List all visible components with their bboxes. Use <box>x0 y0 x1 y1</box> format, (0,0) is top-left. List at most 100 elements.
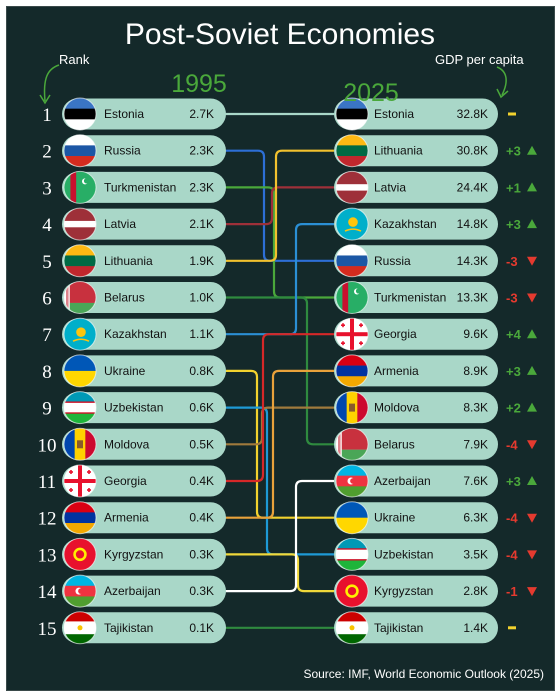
rank-change: +3 <box>506 474 521 489</box>
russia-flag-icon <box>335 244 369 278</box>
gdp-value-2025: 7.9K <box>463 437 488 451</box>
value-label: GDP per capita <box>435 52 524 67</box>
country-name-2025: Moldova <box>374 401 420 415</box>
ukraine-flag-icon <box>335 501 369 535</box>
triangle-down-icon <box>527 513 537 523</box>
connector-russia <box>222 149 338 262</box>
moldova-flag-icon <box>335 391 369 425</box>
rank-number: 1 <box>42 105 52 126</box>
pill-2025-estonia <box>334 98 498 130</box>
country-name-1995: Kyrgyzstan <box>104 547 163 561</box>
rank-change: -4 <box>506 511 518 526</box>
country-name-1995: Georgia <box>104 474 147 488</box>
gdp-value-1995: 0.4K <box>189 511 214 525</box>
year-2025-label: 2025 <box>343 79 399 107</box>
rank-number: 14 <box>38 582 58 603</box>
armenia-flag-icon <box>63 501 97 535</box>
triangle-up-icon <box>527 219 537 229</box>
country-name-1995: Moldova <box>104 437 150 451</box>
rank-number: 15 <box>38 619 57 640</box>
kyrgyzstan-flag-icon <box>335 574 369 608</box>
pill-2025-tajikistan <box>334 612 498 644</box>
gdp-value-1995: 1.0K <box>189 291 214 305</box>
country-name-1995: Latvia <box>104 217 136 231</box>
rank-number: 2 <box>42 142 52 163</box>
estonia-flag-icon <box>335 97 369 131</box>
triangle-down-icon <box>527 256 537 266</box>
pill-1995-russia <box>62 135 226 167</box>
azerbaijan-flag-icon <box>335 464 369 498</box>
ukraine-flag-icon <box>63 354 97 388</box>
latvia-flag-icon <box>63 207 97 241</box>
pill-1995-tajikistan <box>62 612 226 644</box>
lithuania-flag-icon <box>63 244 97 278</box>
country-name-2025: Latvia <box>374 180 406 194</box>
gdp-value-2025: 6.3K <box>463 511 488 525</box>
gdp-value-1995: 2.7K <box>189 107 214 121</box>
turkmenistan-flag-icon <box>63 170 97 204</box>
value-arrow-icon <box>496 66 509 99</box>
rank-number: 5 <box>42 252 52 273</box>
triangle-down-icon <box>527 550 537 560</box>
no-change-icon <box>508 112 516 116</box>
gdp-value-2025: 8.9K <box>463 364 488 378</box>
connector-kyrgyzstan <box>222 553 338 593</box>
pill-2025-azerbaijan <box>334 465 498 497</box>
country-name-2025: Kyrgyzstan <box>374 584 433 598</box>
gdp-value-1995: 1.1K <box>189 327 214 341</box>
gdp-value-2025: 1.4K <box>463 621 488 635</box>
pill-2025-belarus <box>334 428 498 460</box>
ranking-chart: 1 Estonia 2.7K 2 Russia 2.3K 3 Turkmenistan 2.3K… <box>38 18 545 681</box>
estonia-flag-icon <box>63 97 97 131</box>
country-name-1995: Lithuania <box>104 254 153 268</box>
rank-number: 11 <box>38 472 56 493</box>
gdp-value-2025: 24.4K <box>457 180 488 194</box>
gdp-value-2025: 8.3K <box>463 401 488 415</box>
pill-1995-uzbekistan <box>62 392 226 424</box>
rank-change: -3 <box>506 254 518 269</box>
gdp-value-1995: 0.3K <box>189 547 214 561</box>
gdp-value-1995: 0.1K <box>189 621 214 635</box>
rank-change: +4 <box>506 327 522 342</box>
rank-number: 9 <box>42 399 52 420</box>
rank-number: 4 <box>42 215 52 236</box>
pill-1995-belarus <box>62 282 226 313</box>
gdp-value-2025: 14.8K <box>457 217 488 231</box>
gdp-value-1995: 2.3K <box>189 144 214 158</box>
year-1995-label: 1995 <box>171 70 227 98</box>
connector-lines <box>222 112 338 629</box>
triangle-up-icon <box>527 329 537 339</box>
country-name-2025: Ukraine <box>374 511 416 525</box>
country-name-2025: Russia <box>374 254 411 268</box>
country-name-2025: Turkmenistan <box>374 291 446 305</box>
gdp-value-1995: 0.8K <box>189 364 214 378</box>
tajikistan-flag-icon <box>63 611 97 645</box>
pill-2025-georgia <box>334 318 498 350</box>
gdp-value-1995: 0.4K <box>189 474 214 488</box>
connector-lithuania <box>222 149 338 262</box>
azerbaijan-flag-icon <box>63 574 97 608</box>
pill-1995-estonia <box>62 98 226 130</box>
country-name-2025: Lithuania <box>374 144 423 158</box>
rank-arrow-icon <box>39 64 60 105</box>
rank-change: +2 <box>506 401 521 416</box>
gdp-value-1995: 2.3K <box>189 180 214 194</box>
gdp-value-2025: 7.6K <box>463 474 488 488</box>
country-name-2025: Uzbekistan <box>374 547 433 561</box>
country-name-1995: Azerbaijan <box>104 584 161 598</box>
gdp-value-2025: 3.5K <box>463 547 488 561</box>
pill-1995-azerbaijan <box>62 575 226 607</box>
triangle-up-icon <box>527 402 537 412</box>
moldova-flag-icon <box>63 427 97 461</box>
connector-azerbaijan <box>222 479 338 593</box>
gdp-value-2025: 30.8K <box>457 144 488 158</box>
triangle-up-icon <box>527 182 537 192</box>
country-name-1995: Armenia <box>104 511 149 525</box>
uzbekistan-flag-icon <box>63 391 97 425</box>
turkmenistan-flag-icon <box>335 281 369 314</box>
rank-change: +1 <box>506 180 521 195</box>
gdp-value-2025: 9.6K <box>463 327 488 341</box>
rank-number: 12 <box>38 509 57 530</box>
rank-label: Rank <box>59 52 90 67</box>
pill-1995-kazakhstan <box>62 318 226 350</box>
